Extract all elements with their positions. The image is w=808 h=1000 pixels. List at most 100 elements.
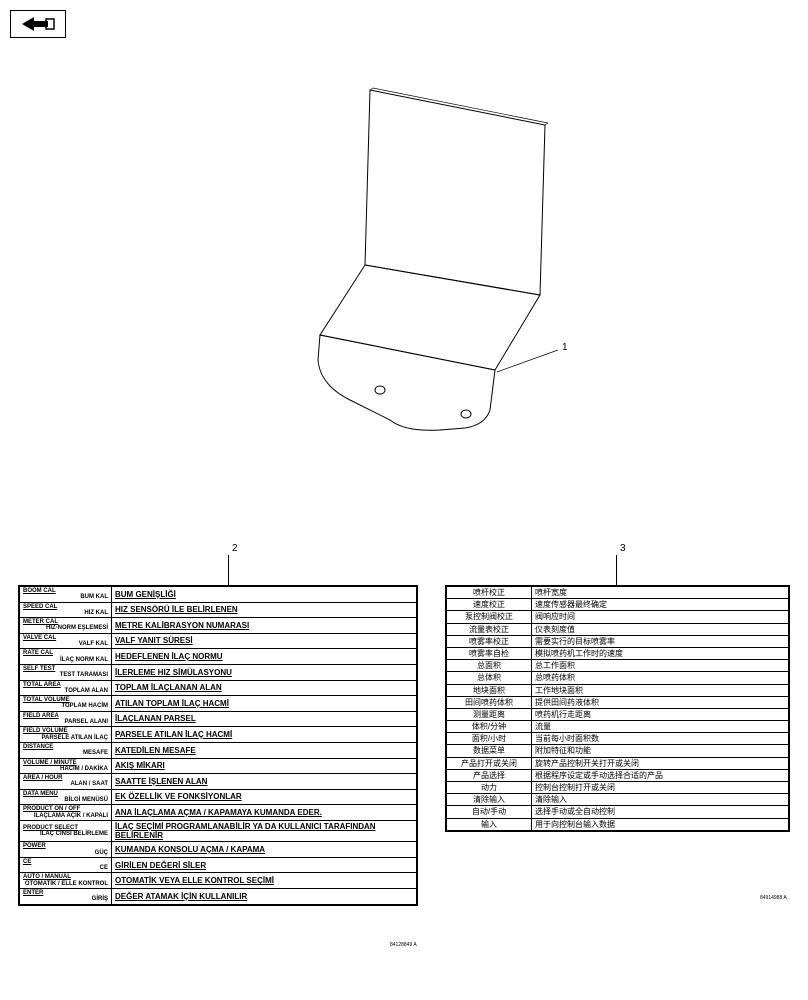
- row-key: FIELD VOLUMEPARSELE ATILAN İLAÇ: [20, 727, 112, 743]
- table-row: AUTO / MANUALOTOMATİK / ELLE KONTROLOTOM…: [20, 873, 417, 889]
- table-row: 速度校正速度传感器最终确定: [447, 599, 789, 611]
- row-value: 旋转产品控制开关打开或关闭: [532, 757, 789, 769]
- row-key: DATA MENUBİLGİ MENÜSÜ: [20, 789, 112, 805]
- row-key: BOOM CALBUM KAL: [20, 587, 112, 603]
- table-row: PRODUCT ON / OFFİLAÇLAMA AÇIK / KAPALIAN…: [20, 805, 417, 821]
- table-row: FIELD VOLUMEPARSELE ATILAN İLAÇPARSELE A…: [20, 727, 417, 743]
- table-row: SELF TESTTEST TARAMASIİLERLEME HIZ SİMÜL…: [20, 664, 417, 680]
- table-left: BOOM CALBUM KALBUM GENİŞLİĞİSPEED CALHIZ…: [18, 585, 418, 906]
- row-key: 清除输入: [447, 794, 532, 806]
- row-value: HIZ SENSÖRÜ İLE BELİRLENEN: [112, 602, 417, 618]
- callout-3: 3: [620, 543, 626, 554]
- row-key: 喷雾率校正: [447, 635, 532, 647]
- row-value: 清除输入: [532, 794, 789, 806]
- table-row: DATA MENUBİLGİ MENÜSÜEK ÖZELLİK VE FONKS…: [20, 789, 417, 805]
- row-value: 选择手动或全自动控制: [532, 806, 789, 818]
- table-row: 喷杆校正喷杆宽度: [447, 587, 789, 599]
- row-value: 总喷药体积: [532, 672, 789, 684]
- row-key: DISTANCEMESAFE: [20, 742, 112, 758]
- row-key: 测量距离: [447, 708, 532, 720]
- table-row: 清除输入清除输入: [447, 794, 789, 806]
- row-key: METER CALHIZ-NORM EŞLEMESİ: [20, 618, 112, 634]
- table-row: VOLUME / MINUTEHACİM / DAKİKAAKIŞ MİKARI: [20, 758, 417, 774]
- row-key: 田间喷药体积: [447, 696, 532, 708]
- row-key: 动力: [447, 782, 532, 794]
- table-row: PRODUCT SELECTİLAÇ CİNSİ BELİRLEMEİLAÇ S…: [20, 820, 417, 841]
- row-value: KUMANDA KONSOLU AÇMA / KAPAMA: [112, 842, 417, 858]
- table-left-table: BOOM CALBUM KALBUM GENİŞLİĞİSPEED CALHIZ…: [19, 586, 417, 905]
- table-row: 数据菜单附加特征和功能: [447, 745, 789, 757]
- table-row: AREA / HOURALAN / SAATSAATTE İŞLENEN ALA…: [20, 774, 417, 790]
- row-value: 附加特征和功能: [532, 745, 789, 757]
- row-key: CECE: [20, 857, 112, 873]
- row-key: 地块面积: [447, 684, 532, 696]
- table-row: METER CALHIZ-NORM EŞLEMESİMETRE KALİBRAS…: [20, 618, 417, 634]
- row-value: 阀响应时间: [532, 611, 789, 623]
- row-key: RATE CALİLAÇ NORM KAL: [20, 649, 112, 665]
- table-row: 输入用于向控制台输入数据: [447, 818, 789, 830]
- row-value: 工作地块面积: [532, 684, 789, 696]
- row-key: 输入: [447, 818, 532, 830]
- row-value: 模拟喷药机工作时的速度: [532, 647, 789, 659]
- row-value: DEĞER ATAMAK İÇİN KULLANILIR: [112, 889, 417, 905]
- row-key: 数据菜单: [447, 745, 532, 757]
- callout-2: 2: [232, 543, 238, 554]
- table-right-footnote: 84914988 A: [760, 895, 787, 901]
- row-key: AUTO / MANUALOTOMATİK / ELLE KONTROL: [20, 873, 112, 889]
- row-value: 根据程序设定或手动选择合适的产品: [532, 769, 789, 781]
- table-row: DISTANCEMESAFEKATEDİLEN MESAFE: [20, 742, 417, 758]
- row-key: PRODUCT ON / OFFİLAÇLAMA AÇIK / KAPALI: [20, 805, 112, 821]
- table-right-table: 喷杆校正喷杆宽度速度校正速度传感器最终确定泵控制阀校正阀响应时间流量表校正仪表刻…: [446, 586, 789, 831]
- table-row: BOOM CALBUM KALBUM GENİŞLİĞİ: [20, 587, 417, 603]
- row-key: VOLUME / MINUTEHACİM / DAKİKA: [20, 758, 112, 774]
- row-key: ENTERGİRİŞ: [20, 889, 112, 905]
- table-row: 自动/手动选择手动或全自动控制: [447, 806, 789, 818]
- row-key: 喷雾率自检: [447, 647, 532, 659]
- callout-3-line: [616, 555, 617, 585]
- table-row: TOTAL AREATOPLAM ALANTOPLAM İLAÇLANAN AL…: [20, 680, 417, 696]
- row-value: 控制台控制打开或关闭: [532, 782, 789, 794]
- table-row: 喷雾率校正需要实行的目标喷雾率: [447, 635, 789, 647]
- row-key: 总面积: [447, 660, 532, 672]
- table-row: SPEED CALHIZ KALHIZ SENSÖRÜ İLE BELİRLEN…: [20, 602, 417, 618]
- row-value: 喷药机行走距离: [532, 708, 789, 720]
- table-row: VALVE CALVALF KALVALF YANIT SÜRESİ: [20, 633, 417, 649]
- row-value: 用于向控制台输入数据: [532, 818, 789, 830]
- row-key: 总体积: [447, 672, 532, 684]
- table-row: 田间喷药体积提供田间药液体积: [447, 696, 789, 708]
- table-row: 测量距离喷药机行走距离: [447, 708, 789, 720]
- table-row: 面积/小时当前每小时面积数: [447, 733, 789, 745]
- row-key: VALVE CALVALF KAL: [20, 633, 112, 649]
- table-left-footnote: 84128849 A: [390, 942, 417, 948]
- row-value: SAATTE İŞLENEN ALAN: [112, 774, 417, 790]
- table-row: TOTAL VOLUMETOPLAM HACİMATILAN TOPLAM İL…: [20, 696, 417, 712]
- table-row: 产品选择根据程序设定或手动选择合适的产品: [447, 769, 789, 781]
- row-value: 总工作面积: [532, 660, 789, 672]
- row-key: TOTAL VOLUMETOPLAM HACİM: [20, 696, 112, 712]
- table-row: 泵控制阀校正阀响应时间: [447, 611, 789, 623]
- row-value: BUM GENİŞLİĞİ: [112, 587, 417, 603]
- return-icon: [10, 10, 66, 38]
- row-value: AKIŞ MİKARI: [112, 758, 417, 774]
- row-value: ANA İLAÇLAMA AÇMA / KAPAMAYA KUMANDA EDE…: [112, 805, 417, 821]
- part-illustration: [240, 70, 570, 450]
- row-value: 提供田间药液体积: [532, 696, 789, 708]
- callout-1: 1: [562, 342, 568, 353]
- row-key: POWERGÜÇ: [20, 842, 112, 858]
- row-value: PARSELE ATILAN İLAÇ HACMİ: [112, 727, 417, 743]
- callout-2-line: [228, 555, 229, 585]
- row-key: 流量表校正: [447, 623, 532, 635]
- row-key: 泵控制阀校正: [447, 611, 532, 623]
- row-value: TOPLAM İLAÇLANAN ALAN: [112, 680, 417, 696]
- row-value: İLAÇLANAN PARSEL: [112, 711, 417, 727]
- row-value: 仪表刻度值: [532, 623, 789, 635]
- row-key: 产品选择: [447, 769, 532, 781]
- row-value: OTOMATİK VEYA ELLE KONTROL SEÇİMİ: [112, 873, 417, 889]
- row-key: AREA / HOURALAN / SAAT: [20, 774, 112, 790]
- row-key: SPEED CALHIZ KAL: [20, 602, 112, 618]
- row-key: TOTAL AREATOPLAM ALAN: [20, 680, 112, 696]
- row-value: 速度传感器最终确定: [532, 599, 789, 611]
- row-value: 当前每小时面积数: [532, 733, 789, 745]
- table-row: 总体积总喷药体积: [447, 672, 789, 684]
- row-value: 流量: [532, 721, 789, 733]
